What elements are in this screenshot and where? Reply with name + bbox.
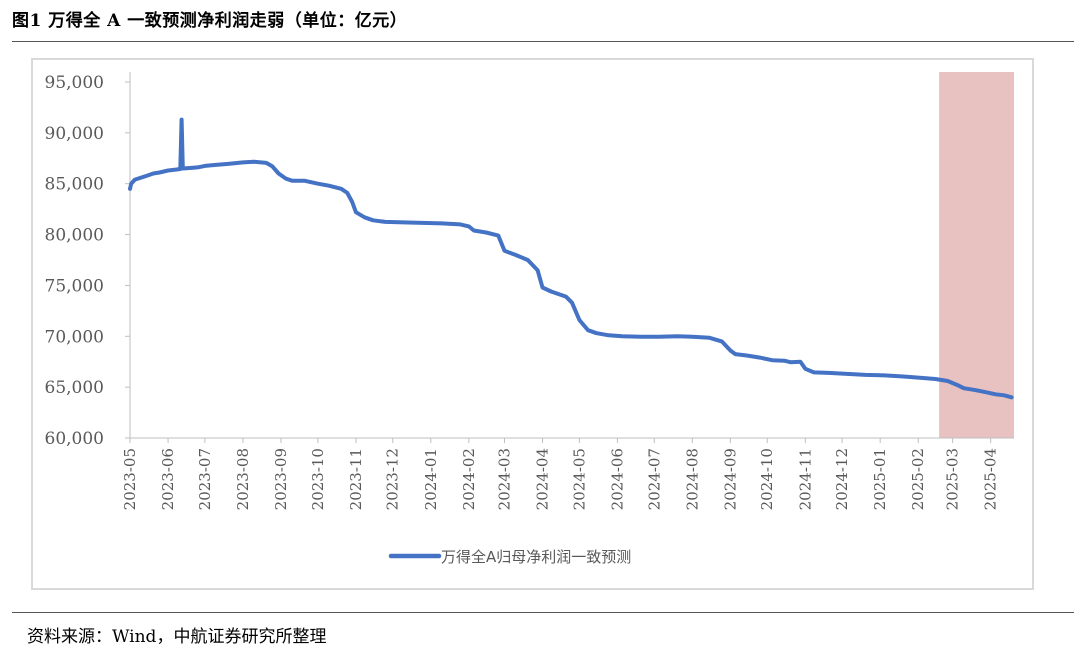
x-tick-label: 2023-08 [234, 448, 252, 510]
y-tick-label: 60,000 [45, 429, 104, 449]
figure-title: 图1 万得全 A 一致预测净利润走弱（单位：亿元） [12, 11, 408, 31]
x-tick-label: 2025-02 [909, 448, 927, 510]
x-tick-label: 2023-06 [159, 448, 177, 510]
x-tick-label: 2024-05 [570, 448, 588, 510]
x-tick-label: 2025-01 [871, 448, 889, 510]
x-tick-label: 2024-07 [645, 448, 663, 510]
x-tick-label: 2024-04 [534, 448, 552, 510]
y-tick-label: 80,000 [45, 226, 104, 246]
top-rule [12, 41, 1074, 42]
x-tick-label: 2024-03 [495, 448, 513, 510]
x-tick-label: 2024-01 [422, 448, 440, 510]
legend-label: 万得全A归母净利润一致预测 [441, 548, 631, 566]
x-tick-label: 2023-07 [196, 448, 214, 510]
x-tick-label: 2023-11 [347, 448, 365, 510]
y-tick-label: 95,000 [45, 73, 104, 93]
chart-frame [31, 58, 1034, 590]
highlight-band [939, 72, 1014, 438]
y-tick-label: 75,000 [45, 276, 104, 296]
y-tick-label: 90,000 [45, 124, 104, 144]
x-tick-label: 2025-03 [944, 448, 962, 510]
y-tick-label: 70,000 [45, 327, 104, 347]
x-tick-label: 2024-11 [796, 448, 814, 510]
series-line [128, 117, 1014, 400]
x-tick-label: 2023-05 [121, 448, 139, 510]
x-tick-label: 2023-09 [272, 448, 290, 510]
y-tick-label: 65,000 [45, 378, 104, 398]
x-tick-label: 2025-04 [982, 448, 1000, 510]
bottom-rule [12, 612, 1074, 613]
x-tick-label: 2024-12 [833, 448, 851, 510]
x-tick-label: 2024-09 [721, 448, 739, 510]
x-tick-label: 2023-12 [384, 448, 402, 510]
x-tick-label: 2024-10 [758, 448, 776, 510]
x-tick-label: 2024-06 [608, 448, 626, 510]
y-tick-label: 85,000 [45, 175, 104, 195]
x-tick-label: 2023-10 [309, 448, 327, 510]
x-tick-label: 2024-08 [683, 448, 701, 510]
x-tick-label: 2024-02 [460, 448, 478, 510]
source-note: 资料来源：Wind，中航证券研究所整理 [27, 627, 327, 647]
